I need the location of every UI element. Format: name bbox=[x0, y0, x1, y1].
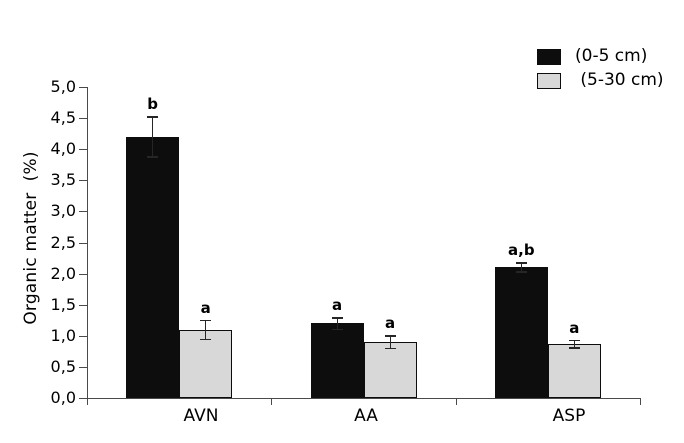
error-bar-cap-bottom bbox=[200, 338, 212, 341]
error-bar-cap-bottom bbox=[331, 328, 343, 331]
error-bar-cap-top bbox=[568, 339, 580, 342]
error-bar-line bbox=[389, 335, 391, 349]
y-tick bbox=[79, 273, 87, 275]
y-tick bbox=[79, 211, 87, 213]
significance-letter: a,b bbox=[508, 241, 535, 260]
error-bar-cap-top bbox=[515, 262, 527, 264]
legend-label-5-30cm: (5-30 cm) bbox=[575, 70, 664, 90]
error-bar-line bbox=[573, 339, 575, 349]
x-category-label-asp: ASP bbox=[552, 406, 586, 426]
legend-label-0-5cm: (0-5 cm) bbox=[575, 46, 648, 66]
error-bar-cap-top bbox=[331, 317, 343, 319]
y-tick-label: 1,5 bbox=[50, 294, 76, 314]
x-category-label-aa: AA bbox=[354, 406, 378, 426]
error-bar-cap-top bbox=[384, 335, 396, 337]
y-tick bbox=[79, 398, 87, 399]
bar-dark-avn bbox=[126, 136, 180, 398]
y-tick-label: 3,0 bbox=[50, 201, 76, 221]
error-bar-line bbox=[205, 319, 207, 340]
significance-letter: a bbox=[384, 314, 396, 333]
y-tick-label: 0,5 bbox=[50, 356, 76, 376]
x-axis-line bbox=[87, 398, 641, 399]
y-tick bbox=[79, 149, 87, 151]
y-tick bbox=[79, 180, 87, 182]
legend-swatch-0-5cm bbox=[537, 49, 561, 65]
error-bar-cap-top bbox=[147, 116, 159, 118]
error-bar-cap-bottom bbox=[568, 347, 580, 349]
y-tick bbox=[79, 242, 87, 244]
y-tick-label: 3,5 bbox=[50, 170, 76, 190]
y-tick-label: 2,0 bbox=[50, 263, 76, 283]
error-bar-cap-bottom bbox=[384, 347, 396, 350]
y-tick-label: 5,0 bbox=[50, 77, 76, 96]
x-category-label-avn: AVN bbox=[183, 406, 219, 426]
y-tick bbox=[79, 118, 87, 120]
x-tick bbox=[271, 399, 273, 405]
y-tick bbox=[79, 366, 87, 368]
y-tick bbox=[79, 335, 87, 337]
error-bar-cap-bottom bbox=[515, 271, 527, 273]
y-tick bbox=[79, 87, 87, 88]
y-axis-line bbox=[87, 87, 88, 399]
y-tick-label: 4,0 bbox=[50, 139, 76, 159]
y-tick-label: 4,5 bbox=[50, 108, 76, 128]
y-tick-label: 1,0 bbox=[50, 325, 76, 345]
bar-dark-asp bbox=[494, 267, 548, 398]
error-bar-line bbox=[336, 317, 338, 330]
significance-letter: b bbox=[147, 95, 159, 114]
y-tick-label: 0,0 bbox=[50, 388, 76, 407]
x-tick bbox=[87, 399, 88, 405]
significance-letter: a bbox=[331, 296, 343, 315]
significance-letter: a bbox=[200, 298, 211, 317]
legend-swatch-5-30cm bbox=[537, 73, 561, 89]
y-tick-label: 2,5 bbox=[50, 232, 76, 252]
error-bar-line bbox=[152, 116, 154, 158]
error-bar-cap-top bbox=[200, 319, 212, 322]
significance-letter: a bbox=[569, 318, 580, 337]
bar-light-avn bbox=[179, 329, 233, 398]
x-tick bbox=[455, 399, 457, 405]
error-bar-line bbox=[520, 262, 522, 273]
y-tick bbox=[79, 304, 87, 306]
bar-dark-aa bbox=[310, 323, 364, 398]
error-bar-cap-bottom bbox=[147, 156, 159, 158]
x-tick bbox=[640, 399, 641, 405]
bar-light-aa bbox=[363, 342, 417, 398]
bar-light-asp bbox=[547, 343, 601, 398]
